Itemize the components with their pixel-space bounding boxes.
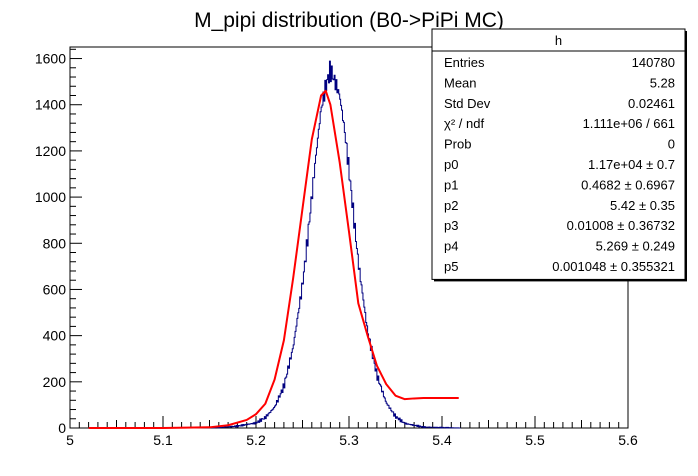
y-tick-label: 800 xyxy=(43,235,67,251)
stats-row-label: Mean xyxy=(444,75,477,90)
stats-row-label: p3 xyxy=(444,218,458,233)
histogram-series xyxy=(88,60,461,429)
stats-row-label: Entries xyxy=(444,55,485,70)
chart-title: M_pipi distribution (B0->PiPi MC) xyxy=(194,9,504,32)
stats-row-label: p2 xyxy=(444,198,458,213)
y-tick-label: 200 xyxy=(43,374,67,390)
stats-row-label: Std Dev xyxy=(444,96,491,111)
fit-curve xyxy=(88,89,459,429)
stats-box xyxy=(431,28,686,280)
x-tick-label: 5.1 xyxy=(153,432,173,448)
stats-row-value: 0.01008 ± 0.36732 xyxy=(567,218,675,233)
stats-row-value: 0.02461 xyxy=(628,96,675,111)
y-tick-label: 1400 xyxy=(35,97,66,113)
y-tick-label: 1200 xyxy=(35,143,66,159)
y-tick-label: 600 xyxy=(43,281,67,297)
stats-box-title: h xyxy=(555,33,562,48)
stats-row-value: 0.001048 ± 0.355321 xyxy=(552,259,675,274)
x-tick-label: 5.6 xyxy=(618,432,638,448)
stats-row-value: 140780 xyxy=(632,55,675,70)
stats-row-value: 1.111e+06 / 661 xyxy=(583,116,675,131)
x-tick-label: 5 xyxy=(66,432,74,448)
stats-row-value: 5.269 ± 0.249 xyxy=(596,239,675,254)
y-tick-label: 400 xyxy=(43,328,67,344)
x-tick-label: 5.2 xyxy=(246,432,266,448)
x-tick-label: 5.3 xyxy=(339,432,359,448)
x-tick-label: 5.4 xyxy=(432,432,452,448)
stats-row-label: p1 xyxy=(444,177,458,192)
stats-row-value: 0.4682 ± 0.6967 xyxy=(581,177,675,192)
y-tick-label: 1000 xyxy=(35,189,66,205)
x-tick-label: 5.5 xyxy=(525,432,545,448)
stats-row-value: 5.42 ± 0.35 xyxy=(610,198,675,213)
stats-row-label: p0 xyxy=(444,157,458,172)
stats-row-label: p4 xyxy=(444,239,458,254)
stats-row-value: 0 xyxy=(668,137,675,152)
stats-row-label: Prob xyxy=(444,137,471,152)
stats-row-label: p5 xyxy=(444,259,458,274)
y-tick-label: 0 xyxy=(58,420,66,436)
stats-row-label: χ² / ndf xyxy=(444,116,484,131)
y-tick-label: 1600 xyxy=(35,51,66,67)
stats-row-value: 1.17e+04 ± 0.7 xyxy=(588,157,675,172)
stats-row-value: 5.28 xyxy=(650,75,675,90)
